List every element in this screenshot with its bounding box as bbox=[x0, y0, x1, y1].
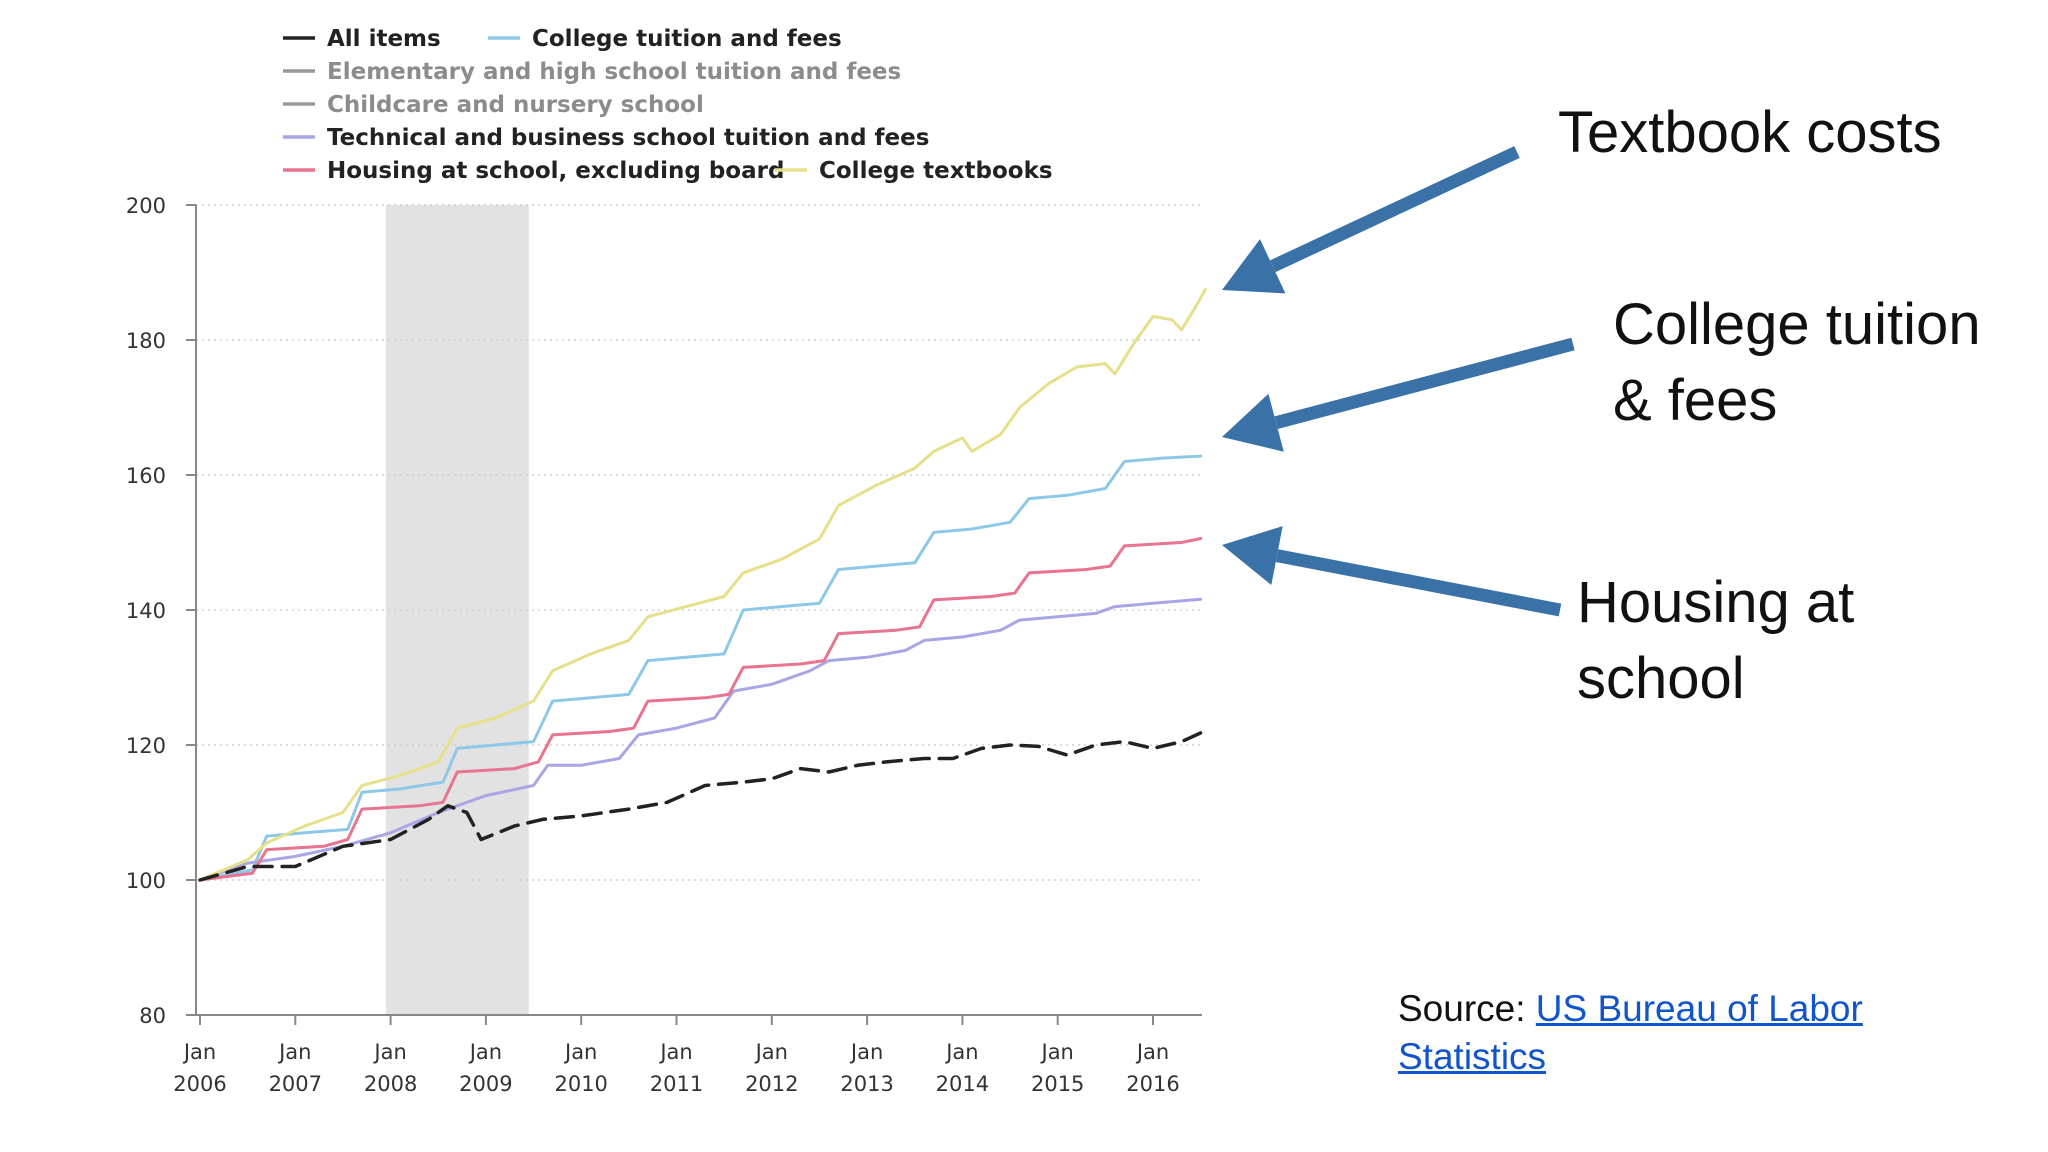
x-tick-label-month: Jan bbox=[1040, 1040, 1074, 1064]
arrow-shaft bbox=[1269, 146, 1520, 273]
callout-line: Housing at bbox=[1577, 570, 1855, 635]
x-tick-label-month: Jan bbox=[944, 1040, 978, 1064]
legend-label: All items bbox=[327, 26, 441, 52]
series-line-housing-at-school-excluding-board bbox=[198, 537, 1203, 882]
series-line-all-items bbox=[198, 731, 1203, 882]
y-tick-label: 140 bbox=[126, 599, 166, 623]
x-tick-label-year: 2013 bbox=[840, 1072, 893, 1096]
gridlines bbox=[196, 204, 1202, 881]
x-tick-label-year: 2015 bbox=[1031, 1072, 1084, 1096]
x-tick-label-year: 2009 bbox=[459, 1072, 512, 1096]
legend-label: Elementary and high school tuition and f… bbox=[327, 59, 901, 85]
callout-arrows bbox=[1222, 146, 1575, 617]
x-tick-label-month: Jan bbox=[1135, 1040, 1169, 1064]
legend: All items College tuition and fees Element… bbox=[283, 26, 1053, 184]
x-tick-label-year: 2011 bbox=[650, 1072, 703, 1096]
arrow-shaft bbox=[1275, 549, 1562, 617]
arrow-head bbox=[1222, 393, 1284, 452]
recession-band bbox=[385, 205, 529, 1015]
x-tick-label-month: Jan bbox=[277, 1040, 311, 1064]
legend-label: Housing at school, excluding board bbox=[327, 158, 784, 184]
x-tick-label-month: Jan bbox=[754, 1040, 788, 1064]
legend-label: Childcare and nursery school bbox=[327, 92, 704, 118]
x-tick-label-month: Jan bbox=[182, 1040, 216, 1064]
legend-label: College textbooks bbox=[819, 158, 1053, 184]
arrow-head bbox=[1222, 239, 1286, 294]
callout-textbook-costs: Textbook costs bbox=[1558, 95, 1942, 171]
x-tick-label-month: Jan bbox=[372, 1040, 406, 1064]
x-tick-label-month: Jan bbox=[849, 1040, 883, 1064]
series-line-college-tuition-and-fees bbox=[198, 454, 1203, 882]
callout-line: school bbox=[1577, 646, 1745, 711]
arrow-head bbox=[1222, 526, 1283, 585]
y-tick-label: 180 bbox=[126, 329, 166, 353]
legend-label: College tuition and fees bbox=[532, 26, 842, 52]
x-tick-label-month: Jan bbox=[658, 1040, 692, 1064]
callout-line: Textbook costs bbox=[1558, 100, 1942, 165]
y-tick-label: 200 bbox=[126, 194, 166, 218]
series-line-technical-and-business-school-tuition-and-fees bbox=[198, 597, 1203, 882]
x-tick-label-year: 2010 bbox=[554, 1072, 607, 1096]
x-tick-label-month: Jan bbox=[468, 1040, 502, 1064]
legend-label: Technical and business school tuition an… bbox=[327, 125, 929, 151]
y-tick-label: 160 bbox=[126, 464, 166, 488]
x-tick-label-year: 2012 bbox=[745, 1072, 798, 1096]
arrow-shaft bbox=[1274, 337, 1575, 429]
x-axis-ticks: Jan 2006 Jan 2007 Jan 2008 Jan 2009 Jan 2010 Jan 20… bbox=[173, 1015, 1180, 1096]
series-line-college-textbooks bbox=[198, 287, 1207, 882]
x-tick-label-month: Jan bbox=[563, 1040, 597, 1064]
y-tick-label: 80 bbox=[139, 1004, 166, 1028]
y-tick-label: 100 bbox=[126, 869, 166, 893]
callout-line: College tuition bbox=[1613, 292, 1981, 357]
source-citation: Source: US Bureau of Labor Statistics bbox=[1398, 985, 1958, 1081]
callout-line: & fees bbox=[1613, 368, 1778, 433]
callout-college-tuition: College tuition & fees bbox=[1613, 287, 1981, 439]
source-link[interactable]: US Bureau of Labor Statistics bbox=[1398, 988, 1863, 1077]
x-tick-label-year: 2007 bbox=[269, 1072, 322, 1096]
series-lines bbox=[198, 287, 1207, 882]
callout-housing: Housing at school bbox=[1577, 565, 1854, 717]
x-tick-label-year: 2006 bbox=[173, 1072, 226, 1096]
x-tick-label-year: 2014 bbox=[936, 1072, 989, 1096]
source-prefix: Source: bbox=[1398, 988, 1536, 1029]
y-tick-label: 120 bbox=[126, 734, 166, 758]
x-tick-label-year: 2016 bbox=[1126, 1072, 1179, 1096]
x-tick-label-year: 2008 bbox=[364, 1072, 417, 1096]
y-axis-ticks: 80 100 120 140 160 180 200 bbox=[126, 194, 196, 1028]
